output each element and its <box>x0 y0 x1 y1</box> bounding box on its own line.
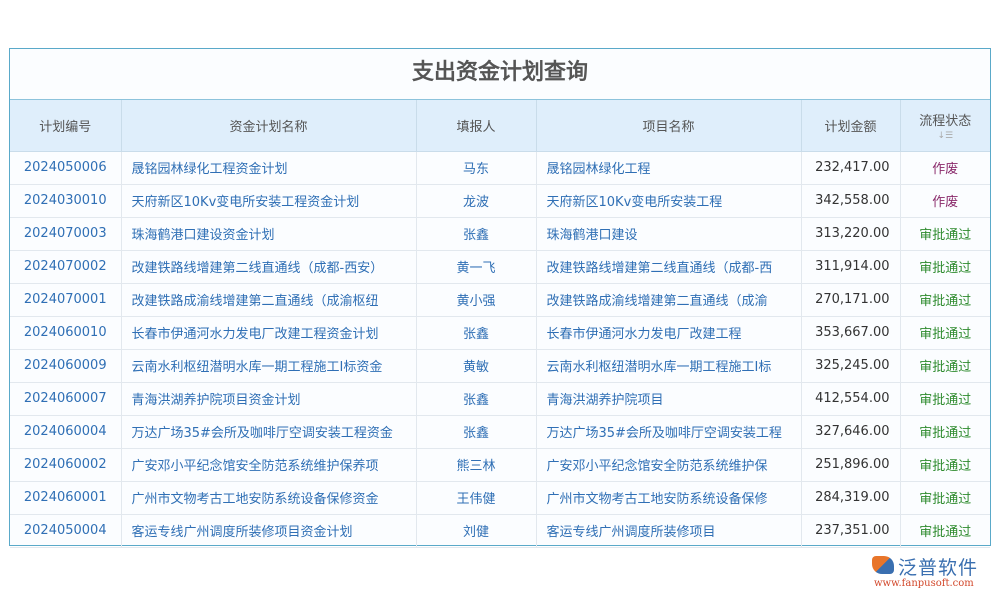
amount-cell: 311,914.00 <box>801 250 901 284</box>
status-header-label: 流程状态 <box>919 113 972 129</box>
project-name-cell[interactable]: 珠海鹤港口建设 <box>536 217 802 251</box>
amount-cell: 327,646.00 <box>801 415 901 449</box>
project-name-cell[interactable]: 广州市文物考古工地安防系统设备保修 <box>536 481 802 515</box>
project-name-cell[interactable]: 晟铭园林绿化工程 <box>536 151 802 185</box>
table-row[interactable]: 2024070001 改建铁路成渝线增建第二直通线（成渝枢纽 黄小强 改建铁路成渝线增… <box>10 283 990 317</box>
amount-cell: 251,896.00 <box>801 448 901 482</box>
plan-no-cell[interactable]: 2024030010 <box>10 184 122 218</box>
reporter-cell: 黄敏 <box>416 349 537 383</box>
plan-no-cell[interactable]: 2024060001 <box>10 481 122 515</box>
table-row[interactable]: 2024060010 长春市伊通河水力发电厂改建工程资金计划 张鑫 长春市伊通河水力发… <box>10 316 990 350</box>
status-cell: 审批通过 <box>900 415 990 449</box>
reporter-cell: 王伟健 <box>416 481 537 515</box>
col-header-reporter[interactable]: 填报人 <box>416 100 537 152</box>
status-cell: 审批通过 <box>900 316 990 350</box>
status-cell: 作废 <box>900 184 990 218</box>
amount-cell: 270,171.00 <box>801 283 901 317</box>
plan-no-cell[interactable]: 2024070003 <box>10 217 122 251</box>
table-row[interactable]: 2024060004 万达广场35#会所及咖啡厅空调安装工程资金 张鑫 万达广场35#… <box>10 415 990 449</box>
status-cell: 审批通过 <box>900 382 990 416</box>
plan-no-cell[interactable]: 2024050004 <box>10 514 122 548</box>
table-row[interactable]: 2024070002 改建铁路线增建第二线直通线（成都-西安） 黄一飞 改建铁路线增建… <box>10 250 990 284</box>
reporter-cell: 张鑫 <box>416 217 537 251</box>
status-cell: 审批通过 <box>900 481 990 515</box>
status-cell: 审批通过 <box>900 250 990 284</box>
project-name-cell[interactable]: 客运专线广州调度所装修项目 <box>536 514 802 548</box>
col-header-amount[interactable]: 计划金额 <box>801 100 901 152</box>
plan-name-cell[interactable]: 长春市伊通河水力发电厂改建工程资金计划 <box>121 316 417 350</box>
plan-no-cell[interactable]: 2024060009 <box>10 349 122 383</box>
page-title: 支出资金计划查询 <box>10 49 990 100</box>
plan-name-cell[interactable]: 改建铁路成渝线增建第二直通线（成渝枢纽 <box>121 283 417 317</box>
col-header-plan-name[interactable]: 资金计划名称 <box>121 100 417 152</box>
amount-cell: 313,220.00 <box>801 217 901 251</box>
table-row[interactable]: 2024060009 云南水利枢纽潜明水库一期工程施工I标资金 黄敏 云南水利枢纽潜明… <box>10 349 990 383</box>
table-row[interactable]: 2024030010 天府新区10Kv变电所安装工程资金计划 龙波 天府新区10Kv变… <box>10 184 990 218</box>
reporter-cell: 熊三林 <box>416 448 537 482</box>
status-cell: 审批通过 <box>900 217 990 251</box>
plan-name-cell[interactable]: 广州市文物考古工地安防系统设备保修资金 <box>121 481 417 515</box>
reporter-cell: 张鑫 <box>416 415 537 449</box>
project-name-cell[interactable]: 万达广场35#会所及咖啡厅空调安装工程 <box>536 415 802 449</box>
sort-icon[interactable]: ↓☰ <box>937 130 954 141</box>
project-name-cell[interactable]: 青海洪湖养护院项目 <box>536 382 802 416</box>
query-panel: 支出资金计划查询 计划编号 资金计划名称 填报人 项目名称 计划金额 流程状态 ↓… <box>9 48 991 548</box>
status-cell: 审批通过 <box>900 349 990 383</box>
plan-name-cell[interactable]: 天府新区10Kv变电所安装工程资金计划 <box>121 184 417 218</box>
project-name-cell[interactable]: 云南水利枢纽潜明水库一期工程施工I标 <box>536 349 802 383</box>
table-row[interactable]: 2024060002 广安邓小平纪念馆安全防范系统维护保养项 熊三林 广安邓小平纪念馆… <box>10 448 990 482</box>
plan-name-cell[interactable]: 青海洪湖养护院项目资金计划 <box>121 382 417 416</box>
project-name-cell[interactable]: 改建铁路线增建第二线直通线（成都-西 <box>536 250 802 284</box>
fund-plan-table: 计划编号 资金计划名称 填报人 项目名称 计划金额 流程状态 ↓☰ 2024050… <box>10 100 990 548</box>
table-row[interactable]: 2024060001 广州市文物考古工地安防系统设备保修资金 王伟健 广州市文物考古工… <box>10 481 990 515</box>
plan-name-cell[interactable]: 晟铭园林绿化工程资金计划 <box>121 151 417 185</box>
reporter-cell: 张鑫 <box>416 316 537 350</box>
plan-name-cell[interactable]: 改建铁路线增建第二线直通线（成都-西安） <box>121 250 417 284</box>
amount-cell: 342,558.00 <box>801 184 901 218</box>
amount-cell: 325,245.00 <box>801 349 901 383</box>
amount-cell: 353,667.00 <box>801 316 901 350</box>
col-header-project-name[interactable]: 项目名称 <box>536 100 802 152</box>
status-cell: 审批通过 <box>900 448 990 482</box>
plan-no-cell[interactable]: 2024070001 <box>10 283 122 317</box>
plan-no-cell[interactable]: 2024060002 <box>10 448 122 482</box>
status-cell: 审批通过 <box>900 514 990 548</box>
reporter-cell: 刘健 <box>416 514 537 548</box>
amount-cell: 237,351.00 <box>801 514 901 548</box>
table-row[interactable]: 2024060007 青海洪湖养护院项目资金计划 张鑫 青海洪湖养护院项目 412,55… <box>10 382 990 416</box>
col-header-plan-no[interactable]: 计划编号 <box>10 100 122 152</box>
plan-no-cell[interactable]: 2024060010 <box>10 316 122 350</box>
logo-url: www.fanpusoft.com <box>874 578 974 589</box>
amount-cell: 232,417.00 <box>801 151 901 185</box>
amount-cell: 412,554.00 <box>801 382 901 416</box>
reporter-cell: 黄一飞 <box>416 250 537 284</box>
plan-name-cell[interactable]: 珠海鹤港口建设资金计划 <box>121 217 417 251</box>
plan-no-cell[interactable]: 2024050006 <box>10 151 122 185</box>
table-row[interactable]: 2024070003 珠海鹤港口建设资金计划 张鑫 珠海鹤港口建设 313,220.00… <box>10 217 990 251</box>
fanpu-logo: 泛普软件 www.fanpusoft.com <box>872 553 992 593</box>
reporter-cell: 龙波 <box>416 184 537 218</box>
table-row[interactable]: 2024050006 晟铭园林绿化工程资金计划 马东 晟铭园林绿化工程 232,417.… <box>10 151 990 185</box>
project-name-cell[interactable]: 广安邓小平纪念馆安全防范系统维护保 <box>536 448 802 482</box>
plan-no-cell[interactable]: 2024070002 <box>10 250 122 284</box>
status-cell: 审批通过 <box>900 283 990 317</box>
project-name-cell[interactable]: 长春市伊通河水力发电厂改建工程 <box>536 316 802 350</box>
project-name-cell[interactable]: 改建铁路成渝线增建第二直通线（成渝 <box>536 283 802 317</box>
plan-no-cell[interactable]: 2024060007 <box>10 382 122 416</box>
plan-name-cell[interactable]: 广安邓小平纪念馆安全防范系统维护保养项 <box>121 448 417 482</box>
logo-name: 泛普软件 <box>898 557 979 579</box>
plan-no-cell[interactable]: 2024060004 <box>10 415 122 449</box>
reporter-cell: 张鑫 <box>416 382 537 416</box>
col-header-status[interactable]: 流程状态 ↓☰ <box>900 100 990 152</box>
reporter-cell: 马东 <box>416 151 537 185</box>
plan-name-cell[interactable]: 万达广场35#会所及咖啡厅空调安装工程资金 <box>121 415 417 449</box>
amount-cell: 284,319.00 <box>801 481 901 515</box>
table-row[interactable]: 2024050004 客运专线广州调度所装修项目资金计划 刘健 客运专线广州调度所装修… <box>10 514 990 548</box>
plan-name-cell[interactable]: 客运专线广州调度所装修项目资金计划 <box>121 514 417 548</box>
reporter-cell: 黄小强 <box>416 283 537 317</box>
plan-name-cell[interactable]: 云南水利枢纽潜明水库一期工程施工I标资金 <box>121 349 417 383</box>
project-name-cell[interactable]: 天府新区10Kv变电所安装工程 <box>536 184 802 218</box>
status-cell: 作废 <box>900 151 990 185</box>
logo-mark-icon <box>872 556 894 574</box>
